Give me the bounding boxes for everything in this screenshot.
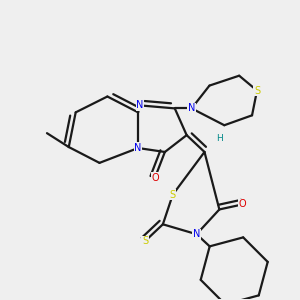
Text: S: S [170,190,176,200]
Text: N: N [188,103,195,113]
Text: O: O [151,173,159,183]
Text: S: S [142,236,148,246]
Text: N: N [136,100,144,110]
Text: N: N [193,229,200,239]
Text: S: S [254,85,260,96]
Text: N: N [134,143,142,153]
Text: H: H [216,134,223,142]
Text: O: O [238,200,246,209]
